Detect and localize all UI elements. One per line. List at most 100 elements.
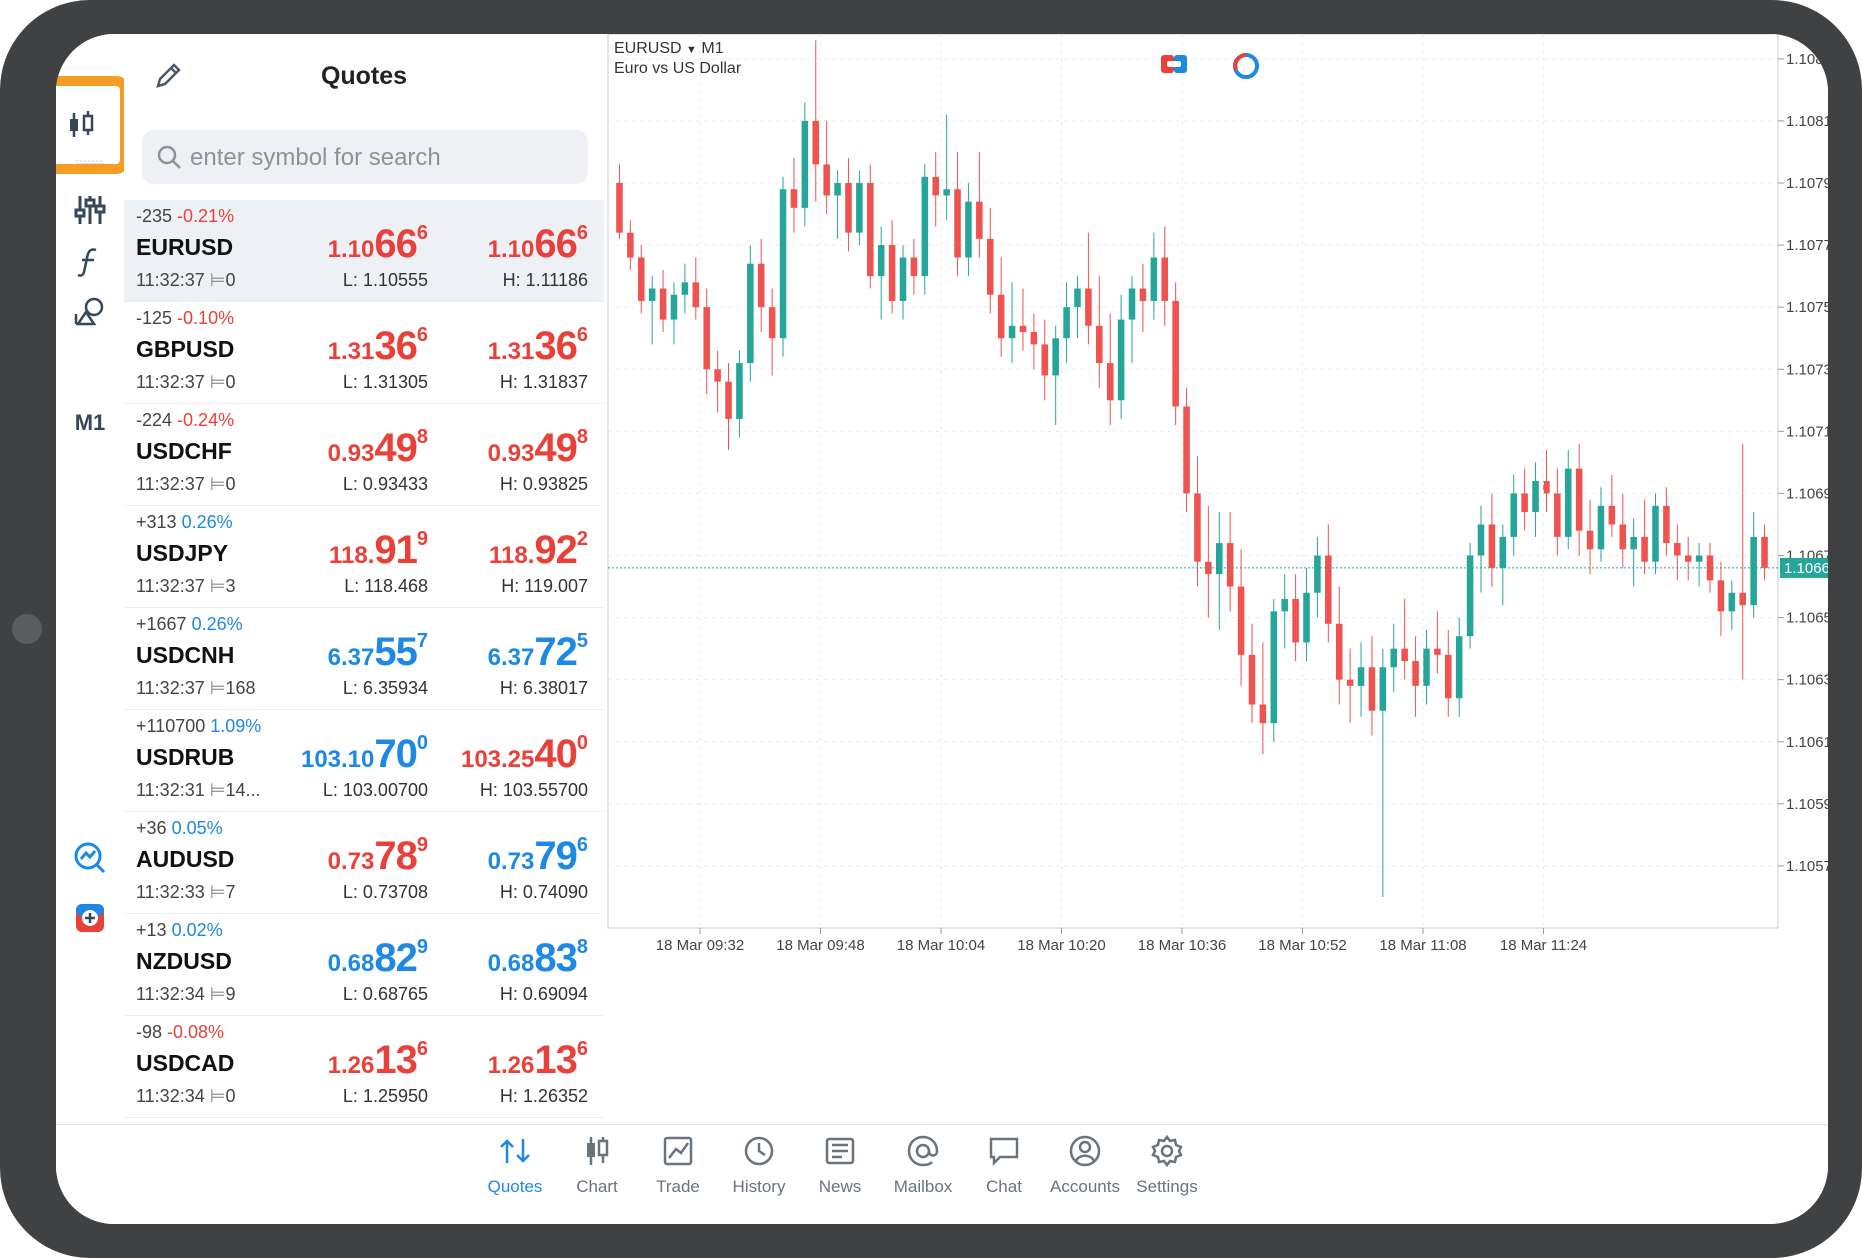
trade-levels-icon[interactable] [1232,52,1260,80]
candle-body [986,238,994,295]
bid-price[interactable]: 103.10700 [301,732,428,777]
chart-tab-icon [587,1137,609,1165]
candle-body [1706,555,1714,581]
symbol-search-input[interactable] [188,138,572,178]
bid-price[interactable]: 6.37557 [328,630,428,675]
candle-body [1401,648,1408,662]
quote-row[interactable]: +110700 1.09% USDRUB 11:32:31 ⊨14... 103… [124,710,604,812]
objects-icon[interactable] [66,294,114,334]
one-click-panel-icon[interactable] [1160,52,1188,76]
bid-price-pips: 78 [374,834,417,878]
tab-quotes[interactable]: Quotes [470,1133,560,1197]
candle-body [1346,679,1354,686]
ask-price[interactable]: 0.93498 [488,426,588,471]
candle-body [1412,661,1419,686]
candle-body [1674,543,1681,556]
tab-label: Chat [986,1177,1022,1196]
timeframe-button[interactable]: M1 [74,410,106,435]
function-icon[interactable] [66,244,114,284]
candle-body [1466,555,1474,637]
search-box[interactable] [142,130,588,184]
ask-price-pips: 13 [534,1038,577,1082]
change-percent: -0.21% [177,206,235,226]
tab-chart[interactable]: Chart [552,1133,642,1197]
candle-body [1161,257,1169,301]
quote-time: 11:32:33 ⊨7 [136,882,235,903]
quote-row[interactable]: -224 -0.24% USDCHF 11:32:37 ⊨0 0.93498 0… [124,404,604,506]
candle-body [1619,524,1627,550]
quote-time-text: 11:32:37 [136,270,205,290]
bid-price[interactable]: 0.68829 [328,936,428,981]
candle-body [1586,530,1594,550]
tab-trade[interactable]: Trade [633,1133,723,1197]
candle-body [1172,300,1179,407]
plot-frame [607,34,1779,929]
bid-price-pips: 91 [374,528,417,572]
ask-price[interactable]: 0.68838 [488,936,588,981]
ask-price-pips: 72 [534,630,577,674]
tab-mailbox[interactable]: Mailbox [878,1133,968,1197]
ask-price[interactable]: 1.10666 [488,222,588,267]
bid-price[interactable]: 0.73789 [328,834,428,879]
bid-price[interactable]: 118.919 [329,528,428,573]
spread-icon: ⊨ [209,576,226,596]
ask-price[interactable]: 118.922 [489,528,588,573]
ask-price-fraction: 6 [576,834,588,856]
bid-price[interactable]: 1.26136 [328,1038,428,1083]
quote-row[interactable]: +1667 0.26% USDCNH 11:32:37 ⊨168 6.37557… [124,608,604,710]
ask-price[interactable]: 6.37725 [488,630,588,675]
trading-signals-icon[interactable] [66,840,114,880]
quote-row[interactable]: -98 -0.08% USDCAD 11:32:34 ⊨0 1.26136 1.… [124,1016,604,1118]
y-tick-label: 1.10750 [1786,299,1828,316]
chart-area[interactable]: 1.10830 1.10810 1.10790 1.10770 1.10750 1.107… [604,34,1828,1124]
candle-body [681,282,689,295]
candlestick-chart[interactable]: 1.10830 1.10810 1.10790 1.10770 1.10750 1.107… [604,34,1828,1124]
candlestick-icon [70,111,94,137]
candle-body [692,282,700,308]
tab-accounts[interactable]: Accounts [1040,1133,1130,1197]
daily-low: L: 103.00700 [322,780,428,800]
change-points: +313 [136,512,177,532]
candle-body [910,257,918,277]
candle-body [1695,555,1703,562]
tab-news[interactable]: News [795,1133,885,1197]
one-click-trading-icon[interactable] [66,900,114,940]
ask-price[interactable]: 103.25400 [461,732,588,777]
candle-body [779,189,787,339]
ask-price[interactable]: 0.73796 [488,834,588,879]
chart-symbol-label[interactable]: EURUSD ▼ M1 [614,40,724,58]
ask-price[interactable]: 1.31366 [488,324,588,369]
candle-body [627,232,634,258]
quote-row[interactable]: -125 -0.10% GBPUSD 11:32:37 ⊨0 1.31366 1… [124,302,604,404]
quote-row[interactable]: +13 0.02% NZDUSD 11:32:34 ⊨9 0.68829 0.6… [124,914,604,1016]
y-tick-label: 1.10770 [1786,237,1828,254]
edit-pencil-icon[interactable] [150,58,186,94]
spread-icon: ⊨ [209,1086,226,1106]
tab-label: Trade [656,1177,700,1196]
candle-body [1259,704,1267,724]
candlestick-toggle-highlight[interactable] [56,76,130,174]
candle-body [1063,307,1070,339]
quote-row[interactable]: -235 -0.21% EURUSD 11:32:37 ⊨0 1.10666 1… [124,200,604,302]
x-tick-label: 18 Mar 09:32 [656,937,744,954]
ask-price[interactable]: 1.26136 [488,1038,588,1083]
tab-label: History [732,1177,786,1196]
daily-low: L: 6.35934 [342,678,428,698]
bid-price[interactable]: 1.10666 [328,222,428,267]
candle-body [1750,536,1757,606]
quote-row[interactable]: +313 0.26% USDJPY 11:32:37 ⊨3 118.919 11… [124,506,604,608]
candle-body [1652,505,1659,562]
candle-body [812,120,820,165]
bid-price[interactable]: 1.31366 [328,324,428,369]
quote-row[interactable]: +36 0.05% AUDUSD 11:32:33 ⊨7 0.73789 0.7… [124,812,604,914]
candle-body [1292,598,1299,643]
spread-value: 0 [225,372,236,392]
tab-history[interactable]: History [714,1133,804,1197]
candle-body [1728,592,1736,612]
bid-price[interactable]: 0.93498 [328,426,428,471]
indicators-icon[interactable] [66,192,114,232]
tab-settings[interactable]: Settings [1122,1133,1212,1197]
tab-chat[interactable]: Chat [959,1133,1049,1197]
daily-low: L: 1.31305 [342,372,428,392]
